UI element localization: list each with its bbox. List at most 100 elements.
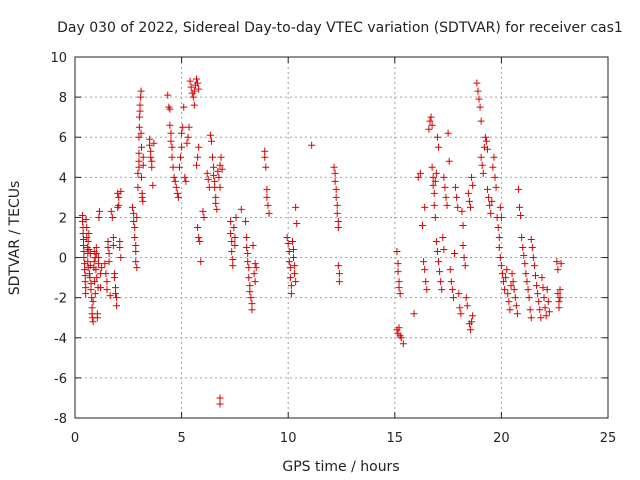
data-point: [286, 274, 294, 282]
data-point: [514, 185, 522, 193]
data-point: [492, 183, 500, 191]
data-point: [243, 244, 251, 252]
data-point: [432, 169, 440, 177]
data-point: [455, 290, 463, 298]
data-point: [518, 234, 526, 241]
data-point: [139, 161, 147, 169]
data-point: [251, 278, 259, 286]
data-point: [83, 234, 91, 241]
data-point: [537, 314, 545, 322]
data-point: [442, 193, 450, 201]
data-point: [508, 270, 516, 278]
data-point: [173, 189, 181, 197]
data-point: [88, 304, 96, 312]
data-point: [91, 290, 99, 298]
data-point: [138, 173, 146, 181]
data-point: [396, 290, 404, 298]
data-point: [91, 278, 99, 286]
data-point: [105, 258, 113, 266]
data-point: [199, 207, 207, 215]
data-point: [516, 203, 524, 211]
data-point: [115, 193, 123, 201]
data-point: [168, 143, 176, 151]
data-point: [330, 163, 338, 171]
x-tick-label: 15: [387, 431, 404, 446]
data-point: [469, 181, 477, 189]
data-point: [555, 298, 563, 306]
data-point: [509, 278, 517, 286]
data-point: [288, 238, 296, 246]
data-point: [430, 201, 438, 209]
data-point: [147, 153, 155, 161]
data-point: [116, 238, 124, 246]
data-point: [246, 282, 254, 290]
data-point: [545, 308, 553, 316]
data-point: [431, 177, 439, 185]
data-point: [110, 274, 118, 282]
data-point: [243, 234, 251, 241]
data-point: [446, 266, 454, 274]
data-point: [246, 288, 254, 296]
data-point: [487, 209, 495, 217]
data-point: [150, 139, 158, 147]
data-point: [245, 264, 253, 272]
data-point: [433, 248, 441, 256]
data-point: [453, 193, 461, 201]
y-axis: -8 -6 -4 -2 0 2 4 6 8 10: [50, 51, 608, 427]
data-point: [263, 185, 271, 193]
data-point: [218, 165, 226, 173]
data-point: [285, 248, 293, 256]
data-point: [462, 294, 470, 302]
data-point: [489, 163, 497, 171]
data-point: [210, 171, 218, 179]
data-point: [135, 133, 143, 141]
data-point: [520, 252, 528, 260]
data-point: [169, 163, 177, 171]
data-point: [197, 258, 205, 266]
data-point: [540, 294, 548, 302]
y-tick-label: 8: [59, 91, 67, 106]
data-point: [98, 264, 106, 272]
data-point: [87, 280, 95, 288]
data-point: [229, 262, 237, 270]
data-point: [506, 306, 514, 314]
data-point: [149, 181, 157, 189]
data-point: [466, 326, 474, 334]
data-point: [212, 199, 220, 207]
data-point: [137, 129, 145, 137]
data-point: [88, 294, 96, 302]
data-point: [131, 234, 139, 241]
data-point: [190, 101, 198, 109]
y-tick-label: -2: [54, 292, 67, 307]
data-point: [395, 324, 403, 332]
data-point: [166, 121, 174, 129]
x-axis-label: GPS time / hours: [282, 459, 399, 475]
data-point: [527, 236, 535, 244]
data-point: [538, 274, 546, 282]
data-point: [184, 133, 192, 141]
data-point: [393, 248, 401, 256]
data-point: [214, 167, 222, 175]
data-point: [496, 203, 504, 211]
data-point: [248, 300, 256, 308]
data-point: [213, 205, 221, 213]
data-point: [285, 258, 293, 266]
data-point: [251, 260, 259, 268]
data-point: [528, 244, 536, 252]
data-point: [435, 143, 443, 151]
data-point: [203, 169, 211, 177]
data-point: [308, 141, 316, 149]
data-point: [216, 183, 224, 191]
data-point: [78, 211, 86, 219]
data-point: [137, 87, 145, 95]
data-point: [85, 246, 93, 254]
x-axis: 0 5 10 15 20 25: [71, 57, 616, 446]
data-point: [237, 205, 245, 213]
data-point: [433, 133, 441, 141]
x-tick-label: 20: [493, 431, 510, 446]
data-point: [263, 193, 271, 201]
data-point: [475, 95, 483, 103]
data-point: [473, 79, 481, 87]
data-point: [80, 254, 88, 262]
data-point: [87, 286, 95, 294]
